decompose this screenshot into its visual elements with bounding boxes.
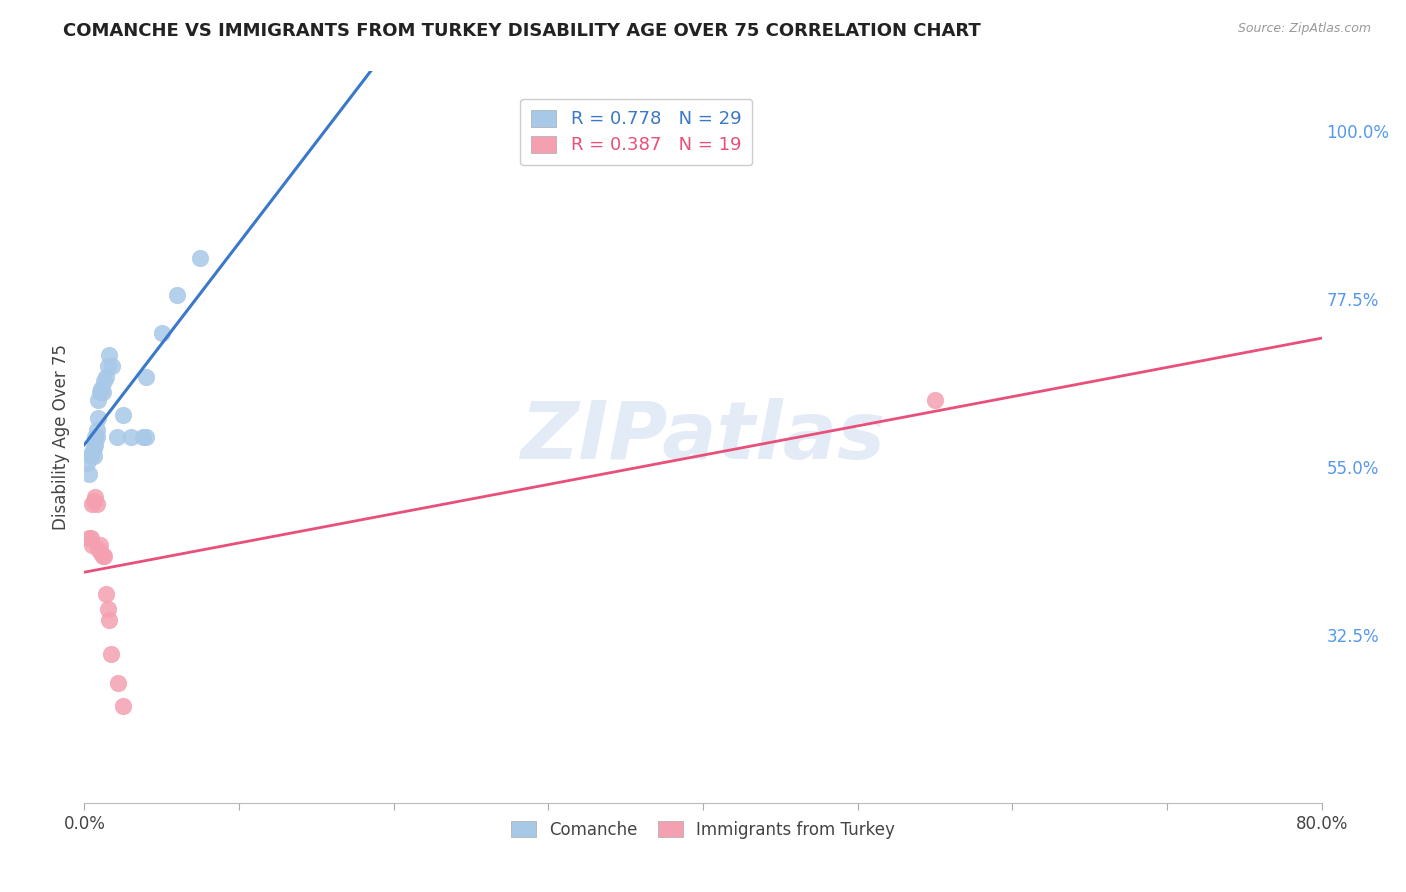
Point	[86, 430, 108, 444]
Point	[93, 374, 115, 388]
Point	[90, 382, 112, 396]
Point	[120, 430, 142, 444]
Text: Source: ZipAtlas.com: Source: ZipAtlas.com	[1237, 22, 1371, 36]
Point	[84, 437, 107, 451]
Point	[135, 430, 157, 444]
Point	[77, 531, 100, 545]
Point	[83, 442, 105, 456]
Point	[89, 538, 111, 552]
Point	[91, 549, 114, 564]
Point	[188, 251, 211, 265]
Point	[100, 647, 122, 661]
Point	[82, 445, 104, 459]
Point	[91, 385, 114, 400]
Point	[93, 549, 115, 564]
Point	[112, 698, 135, 713]
Point	[112, 408, 135, 422]
Point	[87, 411, 110, 425]
Point	[82, 538, 104, 552]
Point	[150, 326, 173, 340]
Point	[87, 392, 110, 407]
Point	[83, 493, 105, 508]
Legend: Comanche, Immigrants from Turkey: Comanche, Immigrants from Turkey	[505, 814, 901, 846]
Point	[82, 497, 104, 511]
Point	[132, 430, 155, 444]
Point	[166, 288, 188, 302]
Point	[79, 449, 101, 463]
Point	[96, 359, 118, 374]
Point	[98, 348, 121, 362]
Point	[84, 430, 107, 444]
Point	[79, 531, 101, 545]
Text: COMANCHE VS IMMIGRANTS FROM TURKEY DISABILITY AGE OVER 75 CORRELATION CHART: COMANCHE VS IMMIGRANTS FROM TURKEY DISAB…	[63, 22, 981, 40]
Point	[107, 676, 129, 690]
Point	[89, 385, 111, 400]
Point	[94, 370, 117, 384]
Point	[101, 359, 124, 374]
Point	[84, 490, 107, 504]
Point	[105, 430, 128, 444]
Point	[87, 542, 110, 557]
Point	[924, 392, 946, 407]
Text: ZIPatlas: ZIPatlas	[520, 398, 886, 476]
Point	[76, 456, 98, 470]
Point	[90, 546, 112, 560]
Point	[77, 467, 100, 482]
Point	[86, 423, 108, 437]
Point	[86, 497, 108, 511]
Point	[98, 613, 121, 627]
Point	[94, 587, 117, 601]
Point	[96, 601, 118, 615]
Point	[135, 370, 157, 384]
Y-axis label: Disability Age Over 75: Disability Age Over 75	[52, 344, 70, 530]
Point	[83, 449, 105, 463]
